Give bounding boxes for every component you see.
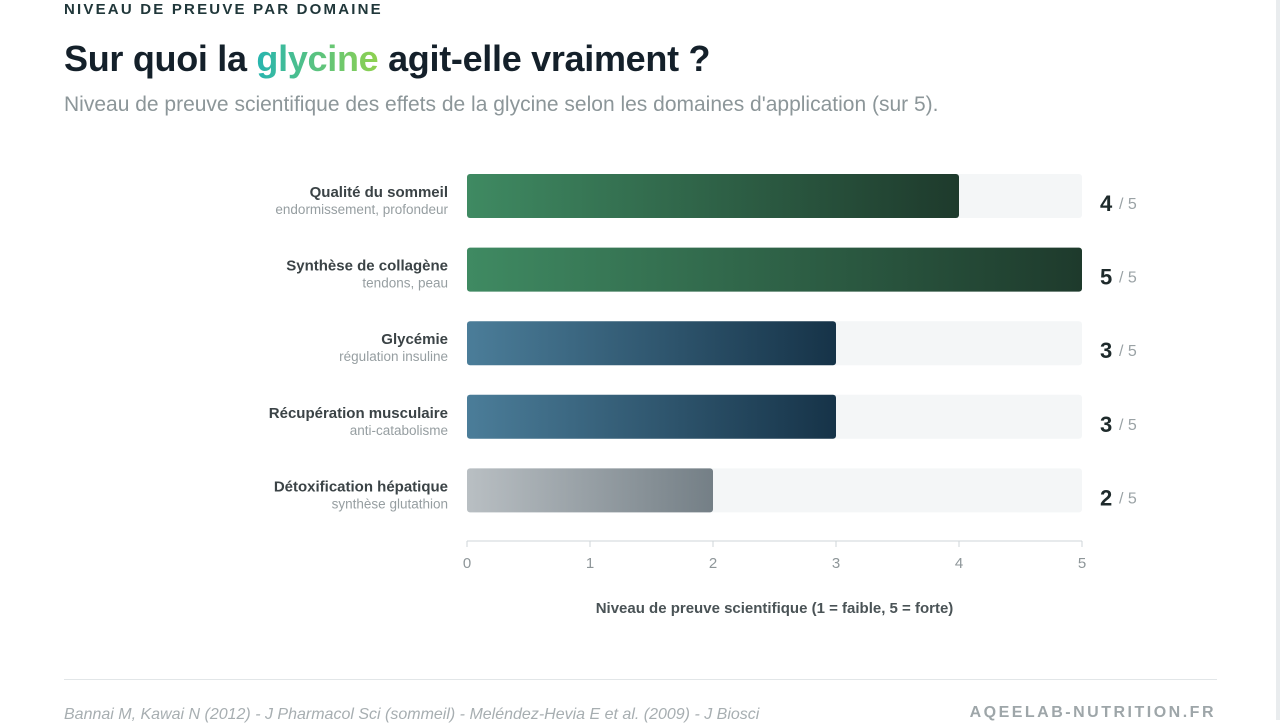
x-tick-label: 5 xyxy=(1078,555,1086,572)
category-label: Synthèse de collagène xyxy=(286,258,448,275)
x-tick-label: 4 xyxy=(955,555,963,572)
data-label-suffix: / 5 xyxy=(1119,270,1137,287)
data-label: 2 xyxy=(1100,485,1112,510)
footer-divider xyxy=(64,679,1217,680)
footer-sources: Bannai M, Kawai N (2012) - J Pharmacol S… xyxy=(64,706,760,723)
bar xyxy=(467,321,836,366)
category-label: Détoxification hépatique xyxy=(274,478,448,495)
category-sublabel: tendons, peau xyxy=(362,276,448,291)
category-sublabel: endormissement, profondeur xyxy=(275,202,448,217)
footer-brand: AQEELAB-NUTRITION.FR xyxy=(969,704,1216,721)
data-label-suffix: / 5 xyxy=(1119,490,1137,507)
data-label: 3 xyxy=(1100,338,1112,363)
category-sublabel: anti-catabolisme xyxy=(350,423,448,438)
bar xyxy=(467,394,836,439)
bar xyxy=(467,247,1082,292)
x-tick-label: 1 xyxy=(586,555,594,572)
eyebrow-label: NIVEAU DE PREUVE PAR DOMAINE xyxy=(64,1,383,18)
data-label: 5 xyxy=(1100,265,1112,290)
data-label-suffix: / 5 xyxy=(1119,417,1137,434)
x-tick-label: 0 xyxy=(463,555,471,572)
x-tick-label: 2 xyxy=(709,555,717,572)
data-label: 4 xyxy=(1100,191,1113,216)
x-tick-label: 3 xyxy=(832,555,840,572)
category-sublabel: synthèse glutathion xyxy=(332,496,448,511)
frame-edge xyxy=(1276,0,1280,720)
data-label-suffix: / 5 xyxy=(1119,196,1137,213)
title-after: agit-elle vraiment ? xyxy=(378,38,711,79)
category-label: Qualité du sommeil xyxy=(310,184,448,201)
bar xyxy=(467,174,959,218)
bar xyxy=(467,468,713,513)
data-label-suffix: / 5 xyxy=(1119,343,1137,360)
x-axis-title: Niveau de preuve scientifique (1 = faibl… xyxy=(596,600,954,617)
title-highlight: glycine xyxy=(256,38,379,79)
data-label: 3 xyxy=(1100,412,1112,437)
category-label: Récupération musculaire xyxy=(269,405,448,422)
chart-title: Sur quoi la glycine agit-elle vraiment ? xyxy=(64,38,710,80)
chart-subtitle: Niveau de preuve scientifique des effets… xyxy=(64,93,939,116)
title-before: Sur quoi la xyxy=(64,38,257,79)
category-sublabel: régulation insuline xyxy=(339,349,448,364)
category-label: Glycémie xyxy=(381,331,448,348)
